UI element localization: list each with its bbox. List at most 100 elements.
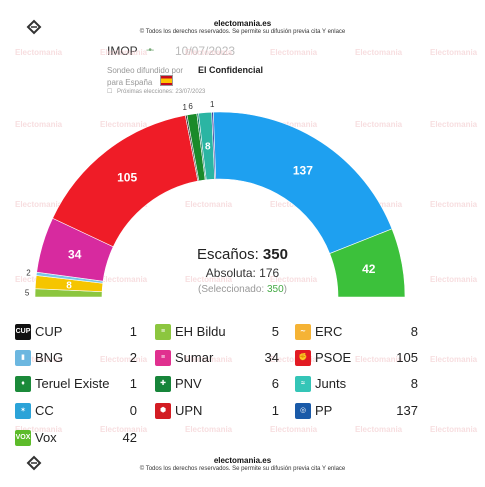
watermark-text: Electomania	[270, 425, 318, 434]
legend-party-name: Junts	[315, 376, 347, 391]
watermark-text: Electomania	[15, 48, 63, 57]
legend-party-name: PSOE	[315, 350, 352, 365]
watermark-text: Electomania	[355, 120, 403, 129]
arc-segment-pp	[213, 111, 393, 254]
legend-party-name: PP	[315, 403, 333, 418]
legend-item-pnv: ✚ PNV 6	[155, 376, 279, 392]
erc-icon: ∼	[295, 324, 311, 340]
legend-party-seats: 105	[396, 350, 418, 365]
majority-label: Absoluta: 176	[205, 266, 280, 280]
legend-party-name: BNG	[35, 350, 64, 365]
eh-bildu-icon: ≡	[155, 324, 171, 340]
arc-label-erc: 8	[66, 280, 72, 291]
watermark-text: Electomania	[15, 355, 63, 364]
watermark-text: Electomania	[430, 120, 478, 129]
legend-party-name: Teruel Existe	[35, 376, 110, 391]
spain-flag-icon	[160, 75, 173, 86]
psoe-icon: ✊	[295, 350, 311, 366]
footer-logo-icon	[26, 455, 42, 471]
footer-notice: © Todos los derechos reservados. Se perm…	[139, 466, 346, 472]
cc-icon: ✶	[15, 403, 31, 419]
upn-icon: ⬢	[155, 403, 171, 419]
watermark-text: Electomania	[100, 48, 148, 57]
legend-item-junts: ≈ Junts 8	[295, 376, 418, 392]
watermark-text: Electomania	[15, 425, 63, 434]
legend-item-upn: ⬢ UPN 1	[155, 403, 279, 419]
watermark-text: Electomania	[430, 425, 478, 434]
watermark-text: Electomania	[355, 48, 403, 57]
watermark-text: Electomania	[185, 48, 233, 57]
legend-party-seats: 0	[129, 403, 137, 418]
seats-value: 350	[262, 246, 288, 263]
legend-party-seats: 42	[122, 430, 137, 445]
legend-party-name: Vox	[35, 430, 57, 445]
arc-label-bng: 2	[26, 269, 31, 278]
watermark-text: Electomania	[100, 120, 148, 129]
legend-party-name: CUP	[35, 324, 63, 339]
watermark-text: Electomania	[100, 425, 148, 434]
legend-party-seats: 1	[129, 324, 137, 339]
bng-icon: ▮	[15, 350, 31, 366]
pollster-logo-icon: -•-	[146, 45, 154, 56]
watermark-text: Electomania	[270, 275, 318, 284]
legend-party-seats: 8	[410, 376, 418, 391]
diffused-by-label: Sondeo difundido por	[107, 66, 184, 75]
legend-party-seats: 8	[410, 324, 418, 339]
watermark-text: Electomania	[270, 355, 318, 364]
media-name: El Confidencial	[198, 65, 264, 75]
legend-party-seats: 137	[396, 403, 418, 418]
watermark-text: Electomania	[100, 275, 148, 284]
watermark-text: Electomania	[430, 200, 478, 209]
copyright-notice: © Todos los derechos reservados. Se perm…	[139, 29, 346, 35]
poll-date: 10/07/2023	[175, 44, 236, 58]
legend-item-cup: CUP CUP 1	[15, 324, 137, 340]
legend-party-name: CC	[35, 403, 54, 418]
legend-party-name: UPN	[175, 403, 203, 418]
pollster-name: IMOP	[107, 44, 138, 58]
junts-icon: ≈	[295, 376, 311, 392]
brand-title: electomania.es	[213, 19, 272, 28]
legend-item-vox: VOX Vox 42	[15, 430, 137, 446]
arc-label-vox: 42	[362, 262, 376, 276]
vox-icon: VOX	[15, 430, 31, 446]
watermark-text: Electomania	[185, 355, 233, 364]
legend-party-seats: 2	[129, 350, 137, 365]
arc-label-pp: 137	[293, 164, 313, 178]
watermark-text: Electomania	[185, 425, 233, 434]
sumar-icon: ≡	[155, 350, 171, 366]
legend-item-eh-bildu: ≡ EH Bildu 5	[155, 324, 279, 340]
watermark-text: Electomania	[100, 355, 148, 364]
legend-item-teruel-existe: ♦ Teruel Existe 1	[15, 376, 137, 392]
legend-item-sumar: ≡ Sumar 34	[155, 350, 279, 366]
legend-party-name: EH Bildu	[175, 324, 226, 339]
watermark-text: Electomania	[270, 120, 318, 129]
legend-item-pp: ◎ PP 137	[295, 403, 418, 419]
legend-item-cc: ✶ CC 0	[15, 403, 137, 419]
watermark-text: Electomania	[355, 355, 403, 364]
selected-prefix: (Seleccionado:	[198, 284, 267, 295]
country-label: para España	[107, 78, 153, 87]
cup-icon: CUP	[15, 324, 31, 340]
arc-label-junts: 8	[205, 142, 211, 153]
watermark-text: Electomania	[355, 425, 403, 434]
footer-brand: electomania.es	[213, 456, 272, 465]
legend-item-psoe: ✊ PSOE 105	[295, 350, 418, 366]
watermark-text: Electomania	[270, 48, 318, 57]
legend-item-bng: ▮ BNG 2	[15, 350, 137, 366]
seats-total: Escaños: 350	[0, 246, 485, 263]
pnv-icon: ✚	[155, 376, 171, 392]
arc-label-pnv: 6	[188, 102, 193, 111]
legend-item-erc: ∼ ERC 8	[295, 324, 418, 340]
selected-suffix: )	[283, 284, 287, 295]
arc-label-eh-bildu: 5	[25, 289, 30, 298]
watermark-text: Electomania	[15, 120, 63, 129]
selected-value: 350	[266, 284, 284, 295]
legend-party-seats: 5	[271, 324, 279, 339]
legend-party-name: ERC	[315, 324, 343, 339]
arc-label-sumar: 34	[68, 247, 82, 261]
next-elections: Próximas elecciones: 23/07/2023	[117, 89, 206, 95]
watermark-text: Electomania	[185, 200, 233, 209]
arc-label-psoe: 105	[117, 171, 137, 185]
watermark-text: Electomania	[15, 200, 63, 209]
